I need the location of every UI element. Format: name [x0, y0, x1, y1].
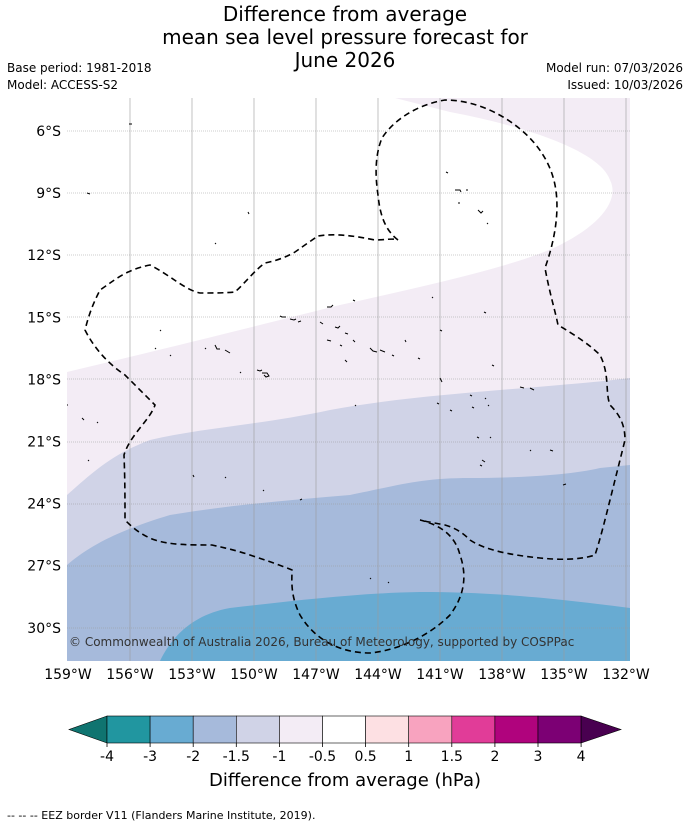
colorbar-tick-label: 1.5: [441, 749, 463, 765]
colorbar-swatch: [279, 715, 323, 744]
latitude-label: 27°S: [27, 559, 61, 575]
latitude-label: 9°S: [36, 186, 61, 202]
colorbar-swatch: [494, 715, 539, 744]
colorbar-tick-label: 4: [577, 749, 586, 765]
latitude-label: 21°S: [27, 435, 61, 451]
colorbar: [68, 715, 622, 744]
colorbar-tick-label: -1.5: [223, 749, 250, 765]
longitude-label: 156°W: [106, 667, 154, 683]
colorbar-swatch: [451, 715, 496, 744]
map-title-line-3: June 2026: [294, 48, 396, 72]
colorbar-swatch: [192, 715, 237, 744]
latitude-label: 12°S: [27, 248, 61, 264]
band-minus-2: [160, 592, 630, 661]
issued-date: Issued: 10/03/2026: [567, 78, 683, 92]
latitude-label: 15°S: [27, 310, 61, 326]
colorbar-tick-label: 3: [534, 749, 543, 765]
colorbar-label: Difference from average (hPa): [208, 770, 482, 791]
model-name: Model: ACCESS-S2: [7, 78, 119, 92]
latitude-labels: 6°S 9°S 12°S 15°S 18°S 21°S 24°S 27°S 30°S: [27, 124, 61, 637]
map-title-line-1: Difference from average: [222, 2, 468, 26]
colorbar-extend-low: [68, 715, 108, 744]
colorbar-tick-label: -2: [186, 749, 200, 765]
colorbar-swatch: [106, 715, 151, 744]
latitude-label: 30°S: [27, 621, 61, 637]
model-run-date: Model run: 07/03/2026: [545, 61, 683, 75]
longitude-label: 135°W: [540, 667, 588, 683]
longitude-labels: 159°W 156°W 153°W 150°W 147°W 144°W 141°W 138°W…: [44, 667, 650, 683]
longitude-label: 153°W: [168, 667, 216, 683]
colorbar-tick-label: 2: [490, 749, 499, 765]
longitude-label: 150°W: [230, 667, 278, 683]
graticule: [67, 98, 630, 661]
longitude-label: 141°W: [416, 667, 464, 683]
colorbar-tick-label: -1: [272, 749, 286, 765]
eez-border: [84, 99, 626, 654]
eez-footnote: -- -- -- EEZ border V11 (Flanders Marine…: [7, 809, 316, 822]
base-period: Base period: 1981-2018: [7, 61, 152, 75]
colorbar-tick-label: -3: [143, 749, 157, 765]
colorbar-swatch: [149, 715, 194, 744]
map-title-line-2: mean sea level pressure forecast for: [162, 25, 528, 49]
islands: [67, 123, 567, 584]
latitude-label: 18°S: [27, 372, 61, 388]
colorbar-extend-high: [580, 715, 622, 744]
colorbar-swatch: [365, 715, 410, 744]
copyright-note: © Commonwealth of Australia 2026, Bureau…: [69, 635, 574, 649]
longitude-label: 138°W: [478, 667, 526, 683]
colorbar-tick-label: -0.5: [309, 749, 336, 765]
colorbar-ticks: -4 -3 -2 -1.5 -1 -0.5 0.5 1 1.5 2 3 4: [100, 743, 586, 765]
colorbar-tick-label: 0.5: [354, 749, 376, 765]
colorbar-tick-label: 1: [404, 749, 413, 765]
longitude-label: 159°W: [44, 667, 92, 683]
colorbar-swatch: [236, 715, 280, 744]
colorbar-swatch: [537, 715, 582, 744]
latitude-label: 6°S: [36, 124, 61, 140]
colorbar-swatch: [322, 715, 366, 744]
colorbar-tick-label: -4: [100, 749, 114, 765]
map-figure: © Commonwealth of Australia 2026, Bureau…: [27, 98, 650, 765]
map-area: [67, 98, 630, 661]
latitude-label: 24°S: [27, 497, 61, 513]
longitude-label: 132°W: [602, 667, 650, 683]
longitude-label: 147°W: [292, 667, 340, 683]
longitude-label: 144°W: [354, 667, 402, 683]
colorbar-swatch: [408, 715, 453, 744]
